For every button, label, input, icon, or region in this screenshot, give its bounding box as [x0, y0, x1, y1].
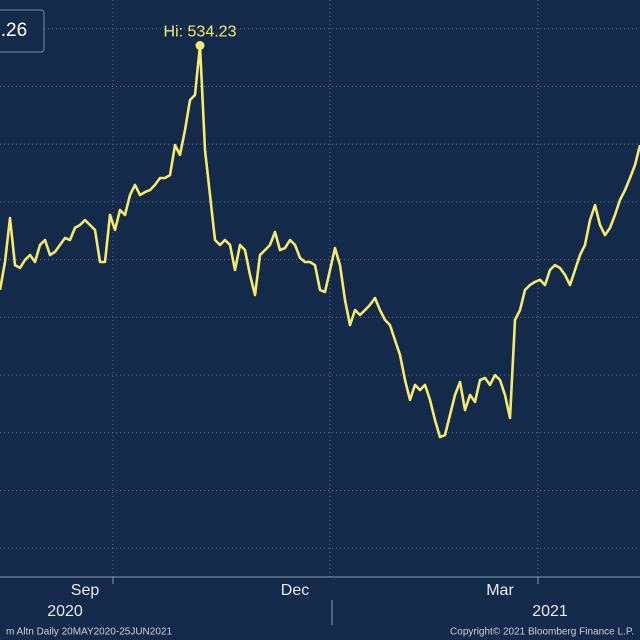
grid: [0, 0, 640, 577]
high-annotation: Hi: 534.23: [164, 24, 237, 41]
high-marker: [195, 40, 205, 50]
x-year-label: 2020: [47, 603, 83, 620]
x-tick-label: Mar: [486, 582, 514, 599]
x-tick-label: Dec: [281, 582, 309, 599]
x-tick-label: Sep: [71, 582, 100, 599]
x-year-label: 2021: [532, 603, 568, 620]
last-value-box: [0, 9, 45, 53]
last-value: .26: [1, 20, 27, 41]
price-line: [0, 44, 640, 439]
footer-right: Copyright© 2021 Bloomberg Finance L.P.: [450, 627, 634, 638]
footer-left: m Altn Daily 20MAY2020-25JUN2021: [6, 627, 172, 638]
